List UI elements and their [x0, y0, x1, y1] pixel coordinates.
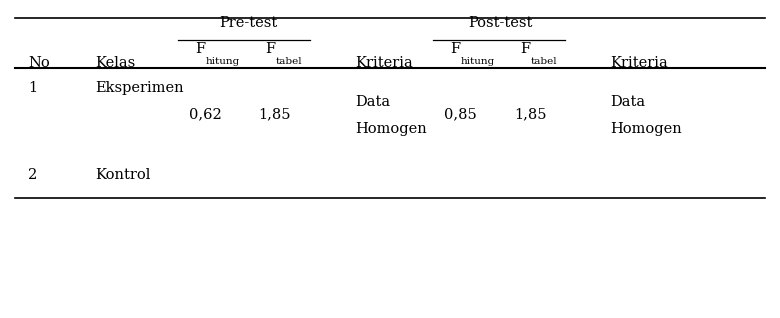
Text: tabel: tabel — [531, 57, 558, 66]
Text: hitung: hitung — [461, 57, 495, 66]
Text: No: No — [28, 56, 50, 70]
Text: Kontrol: Kontrol — [95, 168, 151, 182]
Text: Data: Data — [610, 95, 645, 109]
Text: 1,85: 1,85 — [514, 107, 546, 121]
Text: Kriteria: Kriteria — [610, 56, 668, 70]
Text: Pre-test: Pre-test — [219, 16, 277, 30]
Text: Homogen: Homogen — [610, 121, 682, 135]
Text: Homogen: Homogen — [355, 121, 427, 135]
Text: 1,85: 1,85 — [259, 107, 291, 121]
Text: Eksperimen: Eksperimen — [95, 81, 183, 95]
Text: F: F — [195, 42, 205, 56]
Text: 0,85: 0,85 — [444, 107, 477, 121]
Text: 0,62: 0,62 — [189, 107, 222, 121]
Text: 1: 1 — [28, 81, 37, 95]
Text: F: F — [450, 42, 460, 56]
Text: Kelas: Kelas — [95, 56, 135, 70]
Text: 2: 2 — [28, 168, 37, 182]
Text: Post-test: Post-test — [468, 16, 532, 30]
Text: F: F — [265, 42, 275, 56]
Text: Data: Data — [355, 95, 390, 109]
Text: tabel: tabel — [276, 57, 303, 66]
Text: F: F — [520, 42, 530, 56]
Text: hitung: hitung — [206, 57, 240, 66]
Text: Kriteria: Kriteria — [355, 56, 413, 70]
